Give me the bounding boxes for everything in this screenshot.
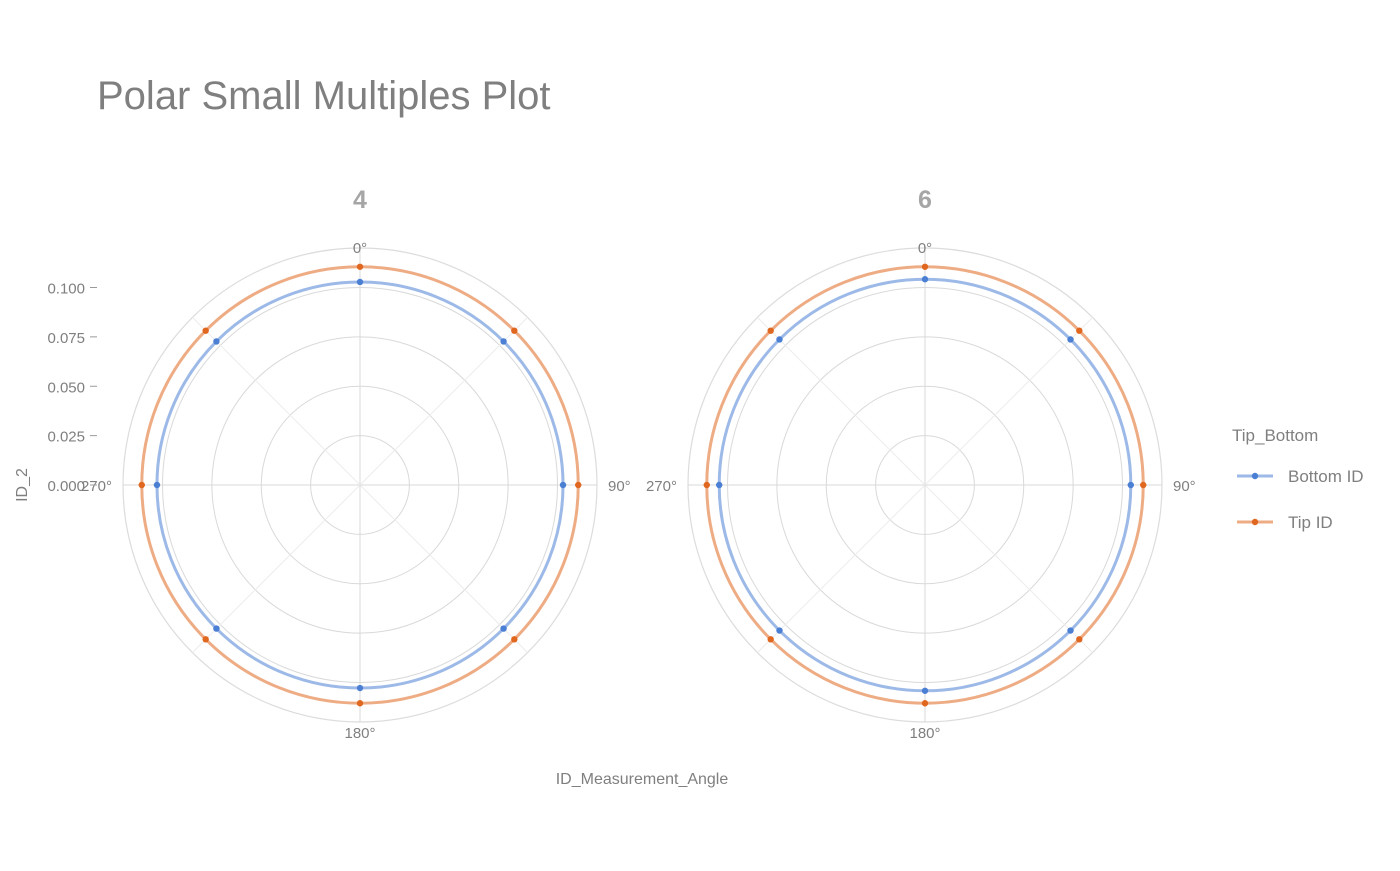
angle-label: 0° [353,240,367,257]
legend-swatch-dot [1251,518,1259,526]
data-point [356,684,364,692]
data-point [511,327,518,334]
data-point [356,278,364,286]
panel-title: 4 [353,186,367,214]
data-point [716,481,723,489]
data-point [776,336,783,343]
x-axis-title: ID_Measurement_Angle [556,771,729,788]
data-point [559,481,567,489]
angle-label: 180° [344,725,375,742]
data-point [138,481,145,489]
grid-spoke [359,484,528,653]
legend-label: Bottom ID [1288,467,1364,486]
grid-spoke [757,484,926,653]
radial-tick-label: 0.025 [47,429,85,446]
data-point [202,636,209,643]
y-axis-title: ID_2 [14,468,31,502]
grid-spoke [924,317,1093,486]
data-point [500,338,507,345]
angle-label: 270° [81,478,112,495]
data-point [921,276,929,283]
radial-tick-label: 0.050 [47,379,85,396]
data-point [767,636,774,643]
data-point [213,338,220,345]
grid-spoke [192,484,361,653]
grid-spoke [359,317,528,486]
angle-label: 180° [909,725,940,742]
data-point [356,700,364,707]
data-point [1067,336,1074,343]
angle-label: 270° [646,478,677,495]
panel-title: 6 [918,186,932,214]
data-point [1067,627,1074,634]
radial-axis: 0.000 0.025 0.050 0.075 0.100 [47,281,97,495]
data-point [153,481,161,489]
data-point [511,636,518,643]
angle-label: 90° [608,478,631,495]
grid-spoke [924,484,1093,653]
radial-tick-label: 0.000 [47,478,85,495]
data-point [921,687,929,694]
panels: 0° 90° 180° 270° 4 0° 90° 180° 270° 6 [81,186,1196,742]
chart-title: Polar Small Multiples Plot [97,74,551,118]
data-point [776,627,783,634]
data-point [1076,636,1083,643]
radial-tick-label: 0.100 [47,281,85,298]
angle-label: 90° [1173,478,1196,495]
data-point [213,625,220,632]
legend-title: Tip_Bottom [1232,426,1318,445]
radial-tick-label: 0.075 [47,330,85,347]
legend-swatch-dot [1251,472,1259,480]
data-point [1127,481,1134,489]
data-point [356,263,364,270]
data-point [1076,327,1083,334]
legend: Tip_Bottom Bottom ID Tip ID [1232,426,1364,532]
grid-spoke [192,317,361,486]
data-point [575,481,582,489]
panel-4: 0° 90° 180° 270° 4 [81,186,631,742]
angle-label: 0° [918,240,932,257]
legend-label: Tip ID [1288,513,1333,532]
data-point [1140,481,1147,489]
panel-6: 0° 90° 180° 270° 6 [646,186,1196,742]
data-point [500,625,507,632]
data-point [767,327,774,334]
data-point [202,327,209,334]
data-point [921,263,929,270]
data-point [921,700,929,707]
grid-spoke [757,317,926,486]
data-point [703,481,710,489]
